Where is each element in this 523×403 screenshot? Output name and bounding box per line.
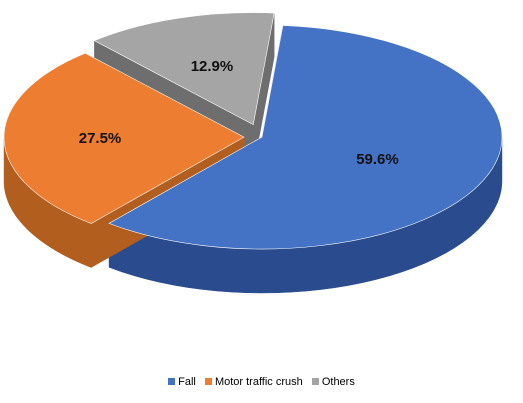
legend-label-fall: Fall	[178, 376, 196, 388]
legend-label-others: Others	[321, 376, 355, 388]
legend-swatch-motor-traffic-crush	[204, 378, 212, 385]
pie-slice-others	[93, 12, 275, 126]
legend-swatch-others	[311, 378, 319, 385]
pie-slice-motor-traffic-crush	[3, 52, 245, 224]
pie-slice-fall	[108, 25, 503, 250]
data-labels: 59.6% 27.5% 12.9%	[79, 58, 399, 168]
legend-item-others: Others	[311, 376, 355, 388]
data-label-motor-traffic-crush: 27.5%	[79, 130, 122, 147]
legend-item-fall: Fall	[168, 376, 196, 388]
legend-item-motor-traffic-crush: Motor traffic crush	[204, 376, 303, 388]
legend-swatch-fall	[168, 378, 176, 385]
legend: Fall Motor traffic crush Others	[0, 376, 523, 388]
legend-label-motor-traffic-crush: Motor traffic crush	[214, 376, 303, 388]
data-label-others: 12.9%	[191, 58, 234, 75]
slice-tops	[3, 12, 503, 250]
data-label-fall: 59.6%	[356, 151, 399, 168]
